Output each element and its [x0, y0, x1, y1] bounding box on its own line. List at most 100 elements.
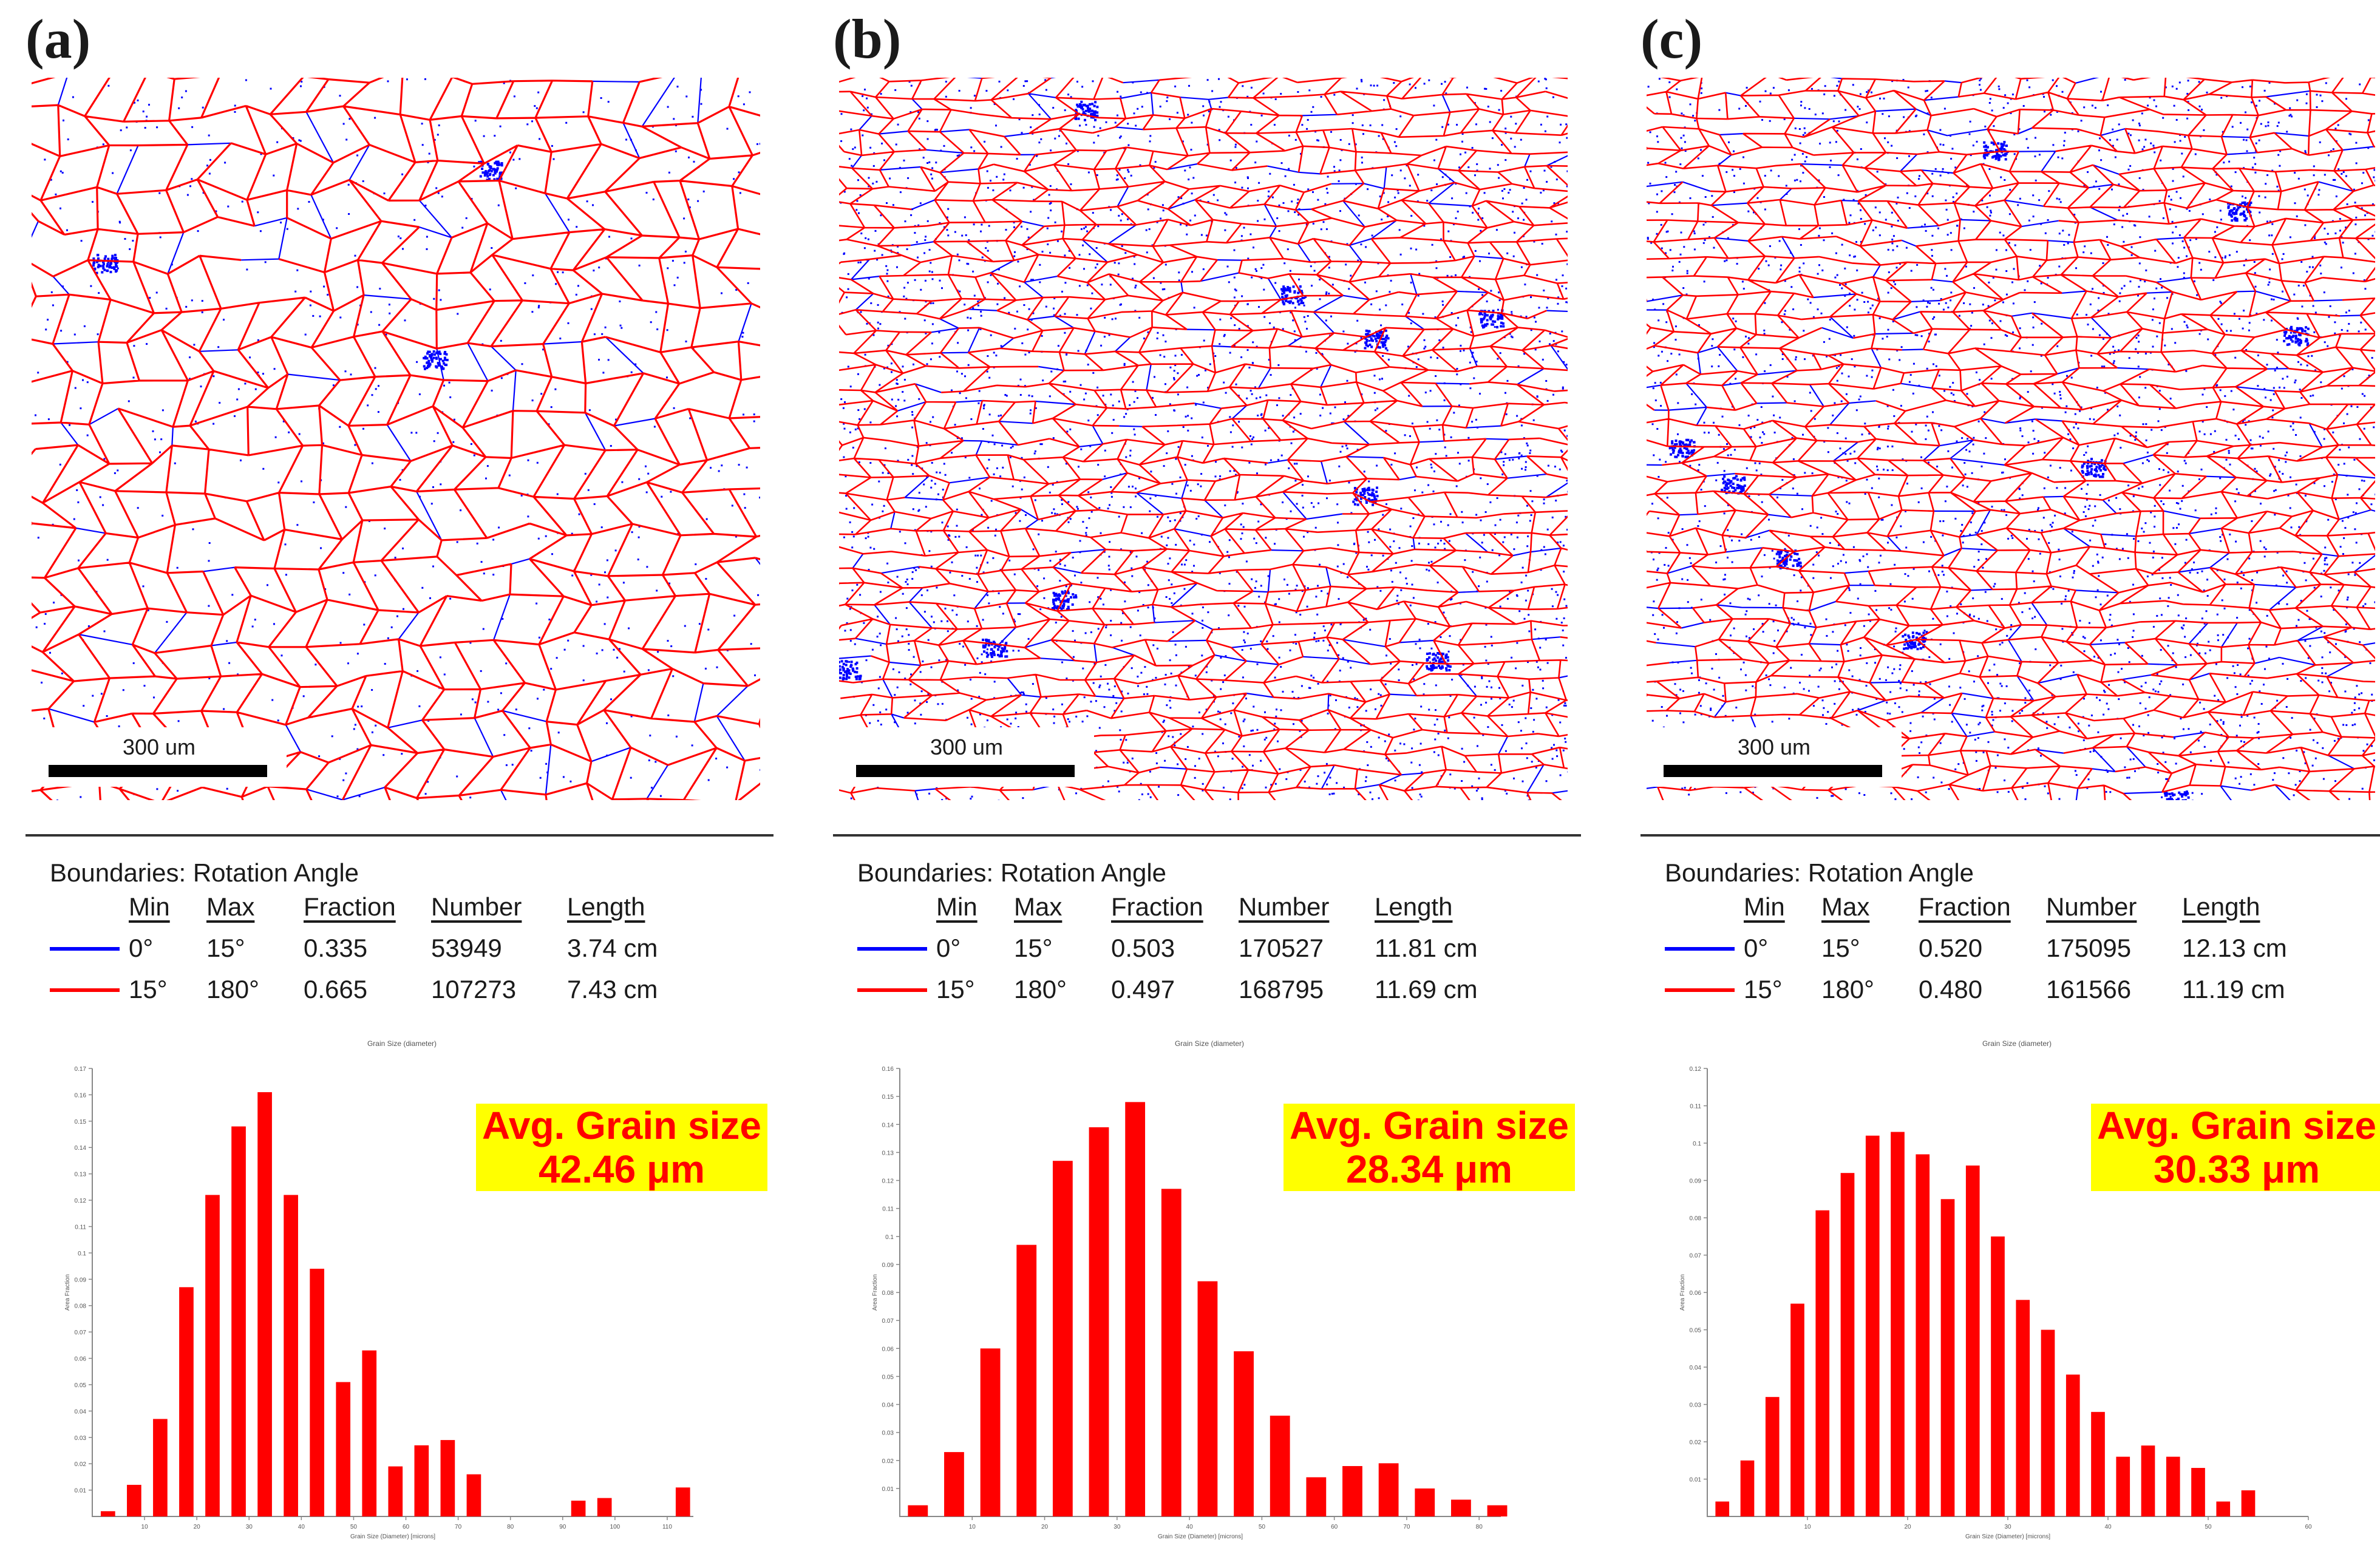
histogram-bar	[2242, 1490, 2256, 1516]
y-tick-label: 0.04	[882, 1402, 894, 1409]
legend-cell-fraction: 0.497	[1111, 975, 1175, 1004]
ebsd-boundary-map	[1647, 78, 2375, 800]
x-tick-label: 110	[662, 1524, 672, 1530]
histogram-bar	[1125, 1102, 1145, 1516]
y-tick-label: 0.05	[1690, 1328, 1702, 1334]
histogram-bar	[101, 1511, 115, 1516]
legend-header-max: Max	[1014, 892, 1062, 922]
y-tick-label: 0.17	[75, 1066, 87, 1073]
histogram-bar	[2191, 1468, 2205, 1516]
legend-cell-min: 0°	[129, 934, 153, 963]
legend-cell-number: 53949	[431, 934, 502, 963]
y-tick-label: 0.16	[75, 1092, 87, 1099]
histogram-bar	[1715, 1501, 1729, 1516]
scale-bar-line	[856, 765, 1075, 777]
avg-grain-label: Avg. Grain size	[476, 1104, 767, 1147]
grain-boundary-network	[839, 78, 1568, 800]
histogram-bar	[1379, 1463, 1399, 1516]
y-tick-label: 0.15	[882, 1094, 894, 1101]
y-tick-label: 0.02	[882, 1458, 894, 1465]
scale-bar: 300 um	[1647, 727, 1902, 787]
x-tick-label: 50	[1259, 1524, 1266, 1530]
y-tick-label: 0.01	[75, 1488, 87, 1495]
y-tick-label: 0.06	[882, 1346, 894, 1353]
histogram-bar	[1198, 1282, 1218, 1516]
histogram-bar	[2141, 1445, 2155, 1516]
histogram-bar	[1815, 1211, 1829, 1516]
histogram-bar	[1866, 1136, 1880, 1516]
y-axis-label: Area Fraction	[872, 1274, 879, 1311]
legend-header-max: Max	[206, 892, 254, 922]
divider	[833, 834, 1581, 837]
y-tick-label: 0.02	[1690, 1439, 1702, 1446]
avg-grain-value: 30.33 μm	[2091, 1147, 2380, 1191]
x-tick-label: 70	[455, 1524, 462, 1530]
y-tick-label: 0.11	[1690, 1104, 1701, 1110]
legend-header-length: Length	[567, 892, 645, 922]
histogram-bar	[981, 1348, 1001, 1516]
legend-cell-min: 15°	[129, 975, 168, 1004]
x-tick-label: 30	[246, 1524, 253, 1530]
legend-cell-min: 0°	[1744, 934, 1768, 963]
y-tick-label: 0.1	[78, 1251, 86, 1257]
histogram-bar	[1966, 1166, 1980, 1516]
x-tick-label: 90	[559, 1524, 566, 1530]
ebsd-boundary-map	[32, 78, 760, 800]
avg-grain-value: 28.34 μm	[1284, 1147, 1575, 1191]
x-tick-label: 60	[2305, 1524, 2312, 1530]
legend-cell-length: 7.43 cm	[567, 975, 658, 1004]
legend-cell-max: 15°	[1014, 934, 1053, 963]
y-tick-label: 0.11	[882, 1206, 894, 1213]
histogram-bar	[1916, 1154, 1929, 1516]
scale-bar-label: 300 um	[1647, 735, 1902, 760]
legend-header-fraction: Fraction	[1919, 892, 2011, 922]
histogram-bar	[676, 1487, 690, 1516]
histogram-bar	[179, 1287, 194, 1516]
y-tick-label: 0.07	[75, 1329, 87, 1336]
histogram-bar	[1089, 1127, 1109, 1516]
legend-cell-number: 161566	[2046, 975, 2131, 1004]
legend-cell-length: 11.19 cm	[2182, 975, 2285, 1004]
histogram-bar	[1234, 1351, 1254, 1516]
legend-header-length: Length	[2182, 892, 2260, 922]
avg-grain-size-callout: Avg. Grain size 30.33 μm	[2091, 1104, 2380, 1191]
histogram-bar	[1991, 1237, 2005, 1516]
histogram-bar	[127, 1485, 141, 1516]
y-tick-label: 0.16	[882, 1066, 894, 1073]
x-tick-label: 20	[1041, 1524, 1049, 1530]
legend-cell-min: 15°	[1744, 975, 1783, 1004]
avg-grain-label: Avg. Grain size	[1284, 1104, 1575, 1147]
histogram-bar	[2166, 1457, 2180, 1516]
histogram-bar	[1451, 1499, 1471, 1516]
histogram-bar	[336, 1382, 350, 1516]
legend-swatch	[857, 988, 927, 992]
histogram-bar	[441, 1440, 455, 1516]
histogram-bar	[1270, 1416, 1290, 1516]
legend-cell-max: 15°	[1821, 934, 1860, 963]
x-tick-label: 30	[2004, 1524, 2011, 1530]
y-tick-label: 0.07	[1690, 1253, 1702, 1260]
histogram-bar	[153, 1419, 168, 1516]
y-tick-label: 0.13	[882, 1150, 894, 1156]
legend-title: Boundaries: Rotation Angle	[50, 858, 359, 888]
histogram-bar	[231, 1127, 246, 1516]
x-axis-label: Grain Size (Diameter) [microns]	[1965, 1533, 2050, 1540]
avg-grain-size-callout: Avg. Grain size 28.34 μm	[1284, 1104, 1575, 1191]
legend-header-fraction: Fraction	[304, 892, 396, 922]
histogram-bar	[908, 1506, 928, 1516]
x-tick-label: 10	[141, 1524, 149, 1530]
panel-letter: (a)	[25, 11, 90, 67]
legend-cell-number: 175095	[2046, 934, 2131, 963]
histogram-bar	[571, 1501, 586, 1516]
histogram-bar	[944, 1452, 964, 1516]
histogram-bar	[2091, 1412, 2105, 1516]
y-tick-label: 0.1	[885, 1234, 894, 1241]
avg-grain-label: Avg. Grain size	[2091, 1104, 2380, 1147]
x-tick-label: 10	[969, 1524, 976, 1530]
avg-grain-value: 42.46 μm	[476, 1147, 767, 1191]
divider	[1640, 834, 2380, 837]
legend-cell-length: 11.81 cm	[1375, 934, 1478, 963]
panel-letter: (c)	[1640, 11, 1702, 67]
legend-header-length: Length	[1375, 892, 1452, 922]
histogram-bar	[597, 1498, 612, 1516]
